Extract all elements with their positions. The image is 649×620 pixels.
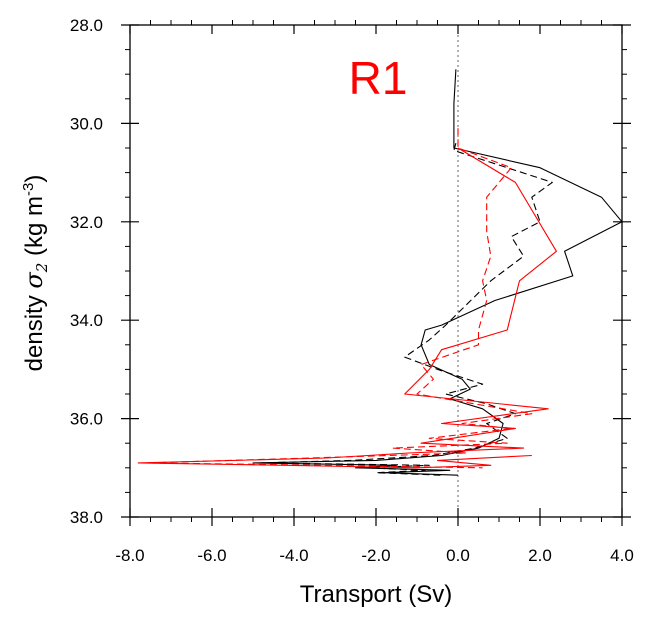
y-axis-title-subscript: 2 bbox=[33, 263, 51, 274]
panel-label: R1 bbox=[349, 52, 408, 104]
series-layer bbox=[137, 69, 623, 476]
y-axis: 28.0 30.0 32.0 34.0 36.0 38.0 bbox=[70, 16, 631, 527]
y-tick-label: 28.0 bbox=[70, 16, 103, 35]
y-tick-label: 36.0 bbox=[70, 410, 103, 429]
x-tick-label: -6.0 bbox=[197, 546, 226, 565]
y-axis-title-unit-exponent: -3 bbox=[20, 183, 37, 196]
series-line-3 bbox=[137, 147, 557, 469]
series-line-1 bbox=[252, 69, 623, 476]
series-line-4 bbox=[145, 128, 533, 469]
x-tick-label: -4.0 bbox=[279, 546, 308, 565]
y-tick-label: 34.0 bbox=[70, 311, 103, 330]
y-axis-title: density σ2 (kg m-3) bbox=[20, 175, 51, 372]
y-tick-label: 32.0 bbox=[70, 213, 103, 232]
y-axis-title-prefix: density bbox=[21, 289, 48, 372]
x-tick-label: 4.0 bbox=[610, 546, 634, 565]
x-tick-label: -2.0 bbox=[361, 546, 390, 565]
y-axis-title-unit: (kg m bbox=[21, 196, 48, 263]
y-tick-label: 38.0 bbox=[70, 508, 103, 527]
y-axis-title-symbol: σ bbox=[20, 272, 48, 289]
x-axis: -8.0 -6.0 -4.0 -2.0 0.0 2.0 4.0 bbox=[115, 20, 634, 565]
y-axis-title-unit-close: ) bbox=[21, 175, 48, 183]
x-tick-label: 2.0 bbox=[528, 546, 552, 565]
x-tick-label: 0.0 bbox=[446, 546, 470, 565]
series-line-2 bbox=[260, 142, 553, 476]
x-axis-title: Transport (Sv) bbox=[300, 581, 452, 608]
x-tick-label: -8.0 bbox=[115, 546, 144, 565]
y-tick-label: 30.0 bbox=[70, 114, 103, 133]
